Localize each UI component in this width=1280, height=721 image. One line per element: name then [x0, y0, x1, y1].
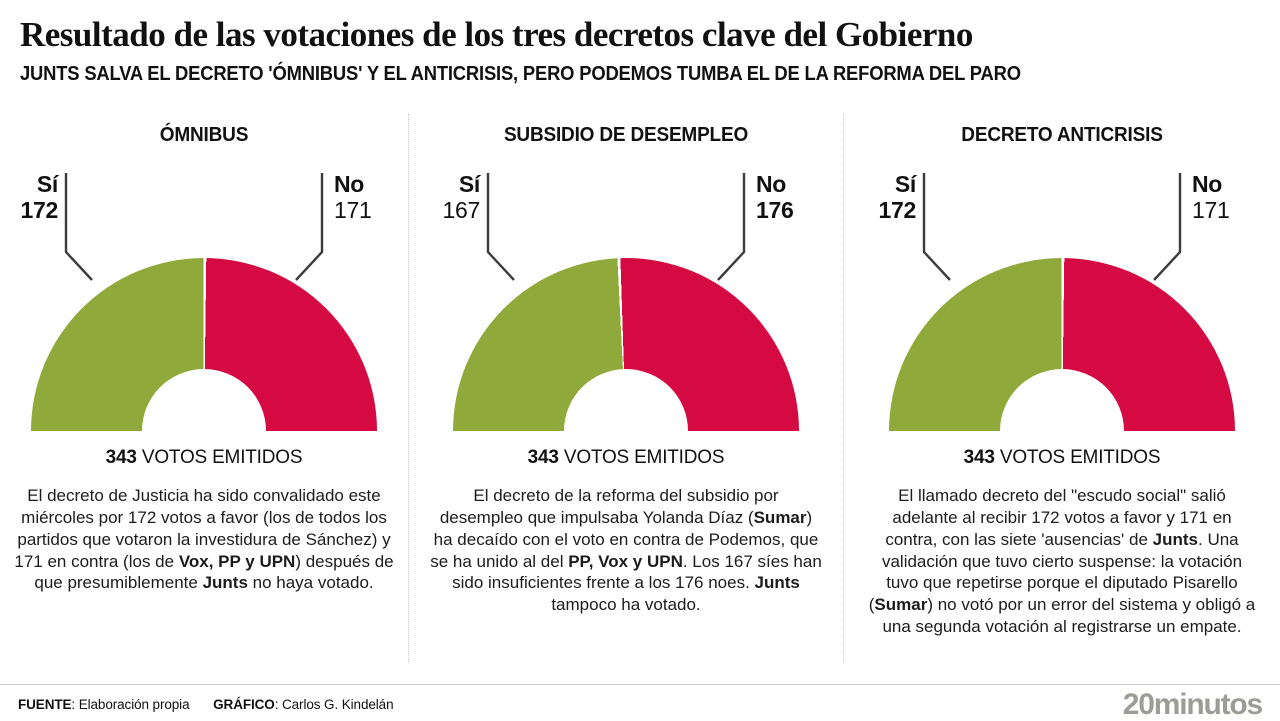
- panel-description: El decreto de Justicia ha sido convalida…: [14, 485, 394, 593]
- total-votes-text: VOTOS EMITIDOS: [994, 446, 1161, 468]
- graphic-value: : Carlos G. Kindelán: [274, 697, 394, 712]
- panel-subsidio: SUBSIDIO DE DESEMPLEO Sí 167 No 176 3: [408, 113, 843, 662]
- total-votes: 343 VOTOS EMITIDOS: [0, 447, 408, 469]
- panel-omnibus: ÓMNIBUS Sí 172 No 171 343 VOTOS EMITI: [0, 114, 408, 662]
- callout-line-yes: [922, 172, 951, 281]
- callout-line-yes: [64, 172, 93, 281]
- half-donut-chart: Sí 167 No 176: [422, 151, 830, 431]
- source-label: FUENTE: [18, 697, 72, 712]
- total-votes-number: 343: [527, 446, 559, 468]
- half-donut-chart: Sí 172 No 171: [0, 151, 408, 431]
- infographic-subtitle: JUNTS SALVA EL DECRETO 'ÓMNIBUS' Y EL AN…: [20, 62, 1021, 85]
- callout-line-no: [1153, 172, 1182, 281]
- yes-label: Sí: [894, 170, 916, 197]
- total-votes-text: VOTOS EMITIDOS: [558, 446, 725, 468]
- panel-title: SUBSIDIO DE DESEMPLEO: [503, 123, 749, 146]
- source-value: : Elaboración propia: [71, 697, 190, 712]
- no-value: 176: [756, 196, 794, 223]
- source-credit: FUENTE: Elaboración propia: [18, 697, 190, 712]
- yes-callout: Sí 167: [422, 170, 481, 223]
- infographic-title: Resultado de las votaciones de los tres …: [20, 15, 973, 54]
- yes-callout: Sí 172: [858, 170, 917, 223]
- logo-20minutos: 20minutos: [1122, 688, 1263, 721]
- no-callout: No 171: [1192, 170, 1230, 223]
- panel-description: El llamado decreto del "escudo social" s…: [868, 485, 1256, 637]
- no-label: No: [1192, 170, 1223, 197]
- footer: FUENTE: Elaboración propia GRÁFICO: Carl…: [0, 684, 1280, 720]
- total-votes-text: VOTOS EMITIDOS: [136, 446, 303, 468]
- callout-line-no: [717, 172, 746, 281]
- yes-callout: Sí 172: [0, 170, 59, 223]
- panel-title: DECRETO ANTICRISIS: [961, 123, 1163, 146]
- graphic-label: GRÁFICO: [213, 697, 275, 712]
- no-callout: No 171: [334, 170, 372, 223]
- yes-value: 172: [20, 196, 59, 223]
- callout-line-yes: [486, 172, 515, 281]
- panel-description: El decreto de la reforma del subsidio po…: [430, 485, 822, 615]
- charts-grid: ÓMNIBUS Sí 172 No 171 343 VOTOS EMITI: [0, 113, 1280, 662]
- no-label: No: [756, 170, 787, 197]
- yes-value: 172: [878, 196, 917, 223]
- callout-line-no: [295, 172, 324, 281]
- no-callout: No 176: [756, 170, 794, 223]
- total-votes-number: 343: [105, 446, 137, 468]
- panel-anticrisis: DECRETO ANTICRISIS Sí 172 No 171 343: [843, 113, 1280, 662]
- total-votes-number: 343: [963, 446, 995, 468]
- yes-label: Sí: [36, 170, 58, 197]
- total-votes: 343 VOTOS EMITIDOS: [422, 447, 830, 469]
- credits: FUENTE: Elaboración propia GRÁFICO: Carl…: [18, 692, 414, 712]
- no-value: 171: [334, 196, 372, 223]
- yes-value: 167: [442, 196, 481, 223]
- half-donut-chart: Sí 172 No 171: [858, 151, 1266, 431]
- total-votes: 343 VOTOS EMITIDOS: [858, 447, 1266, 469]
- no-label: No: [334, 170, 365, 197]
- no-value: 171: [1192, 196, 1230, 223]
- header: Resultado de las votaciones de los tres …: [0, 0, 1280, 86]
- graphic-credit: GRÁFICO: Carlos G. Kindelán: [213, 697, 393, 712]
- panel-title: ÓMNIBUS: [159, 123, 249, 146]
- yes-label: Sí: [458, 170, 480, 197]
